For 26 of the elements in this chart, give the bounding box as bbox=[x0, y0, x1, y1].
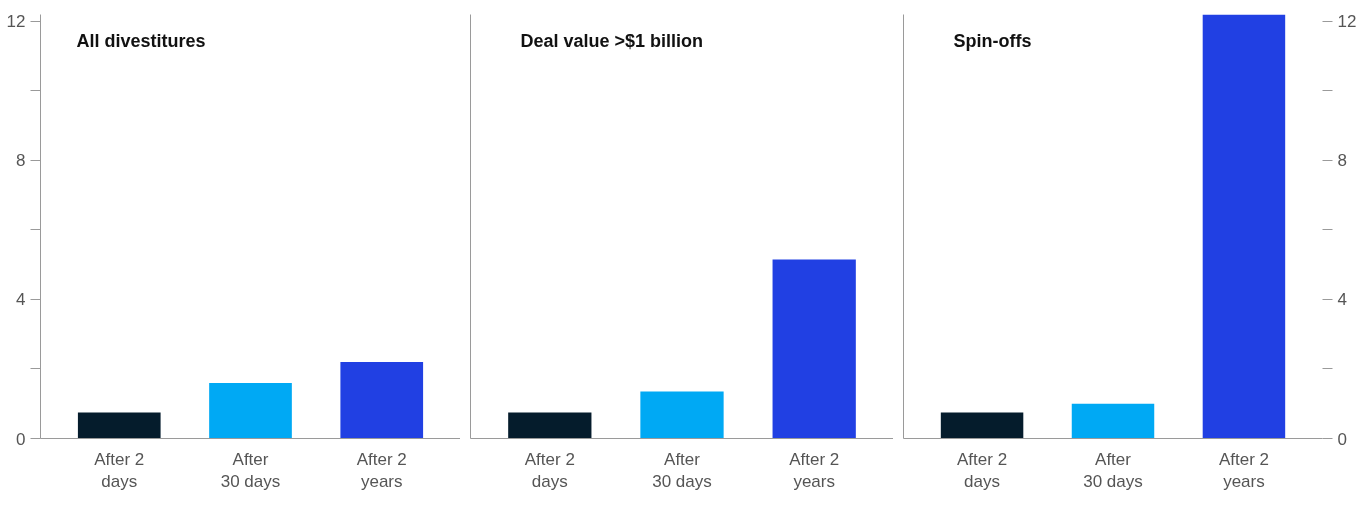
y2-tick-label: 4 bbox=[1337, 290, 1347, 310]
y2-tick-label: 12 bbox=[1337, 12, 1357, 32]
x-tick-label: After 2 years bbox=[356, 449, 407, 492]
text: Deal value >$1 billion bbox=[520, 30, 704, 51]
bar bbox=[940, 412, 1024, 439]
y2-tick-label: 8 bbox=[1337, 151, 1347, 171]
y2-tick-label: 0 bbox=[1337, 429, 1347, 449]
bar bbox=[77, 412, 161, 439]
bar bbox=[340, 362, 424, 439]
y-tick-label: 0 bbox=[16, 429, 26, 449]
y-tick-label: 12 bbox=[6, 12, 26, 32]
bar bbox=[1071, 403, 1155, 439]
bar bbox=[1202, 14, 1286, 439]
bar bbox=[209, 382, 292, 439]
x-tick-label: After 2 years bbox=[1218, 449, 1269, 492]
x-tick-label: After 30 days bbox=[652, 449, 712, 492]
x-tick-label: After 30 days bbox=[1083, 449, 1143, 492]
text: Spin-offs bbox=[953, 30, 1032, 51]
x-tick-label: After 30 days bbox=[220, 449, 281, 492]
text: All divestitures bbox=[76, 30, 206, 51]
x-tick-label: After 2 days bbox=[957, 449, 1008, 492]
y-tick-label: 4 bbox=[16, 290, 26, 310]
x-tick-label: After 2 years bbox=[789, 449, 840, 492]
y-tick-label: 8 bbox=[16, 151, 26, 171]
x-tick-label: After 2 days bbox=[94, 449, 145, 492]
x-tick-label: After 2 days bbox=[524, 449, 575, 492]
